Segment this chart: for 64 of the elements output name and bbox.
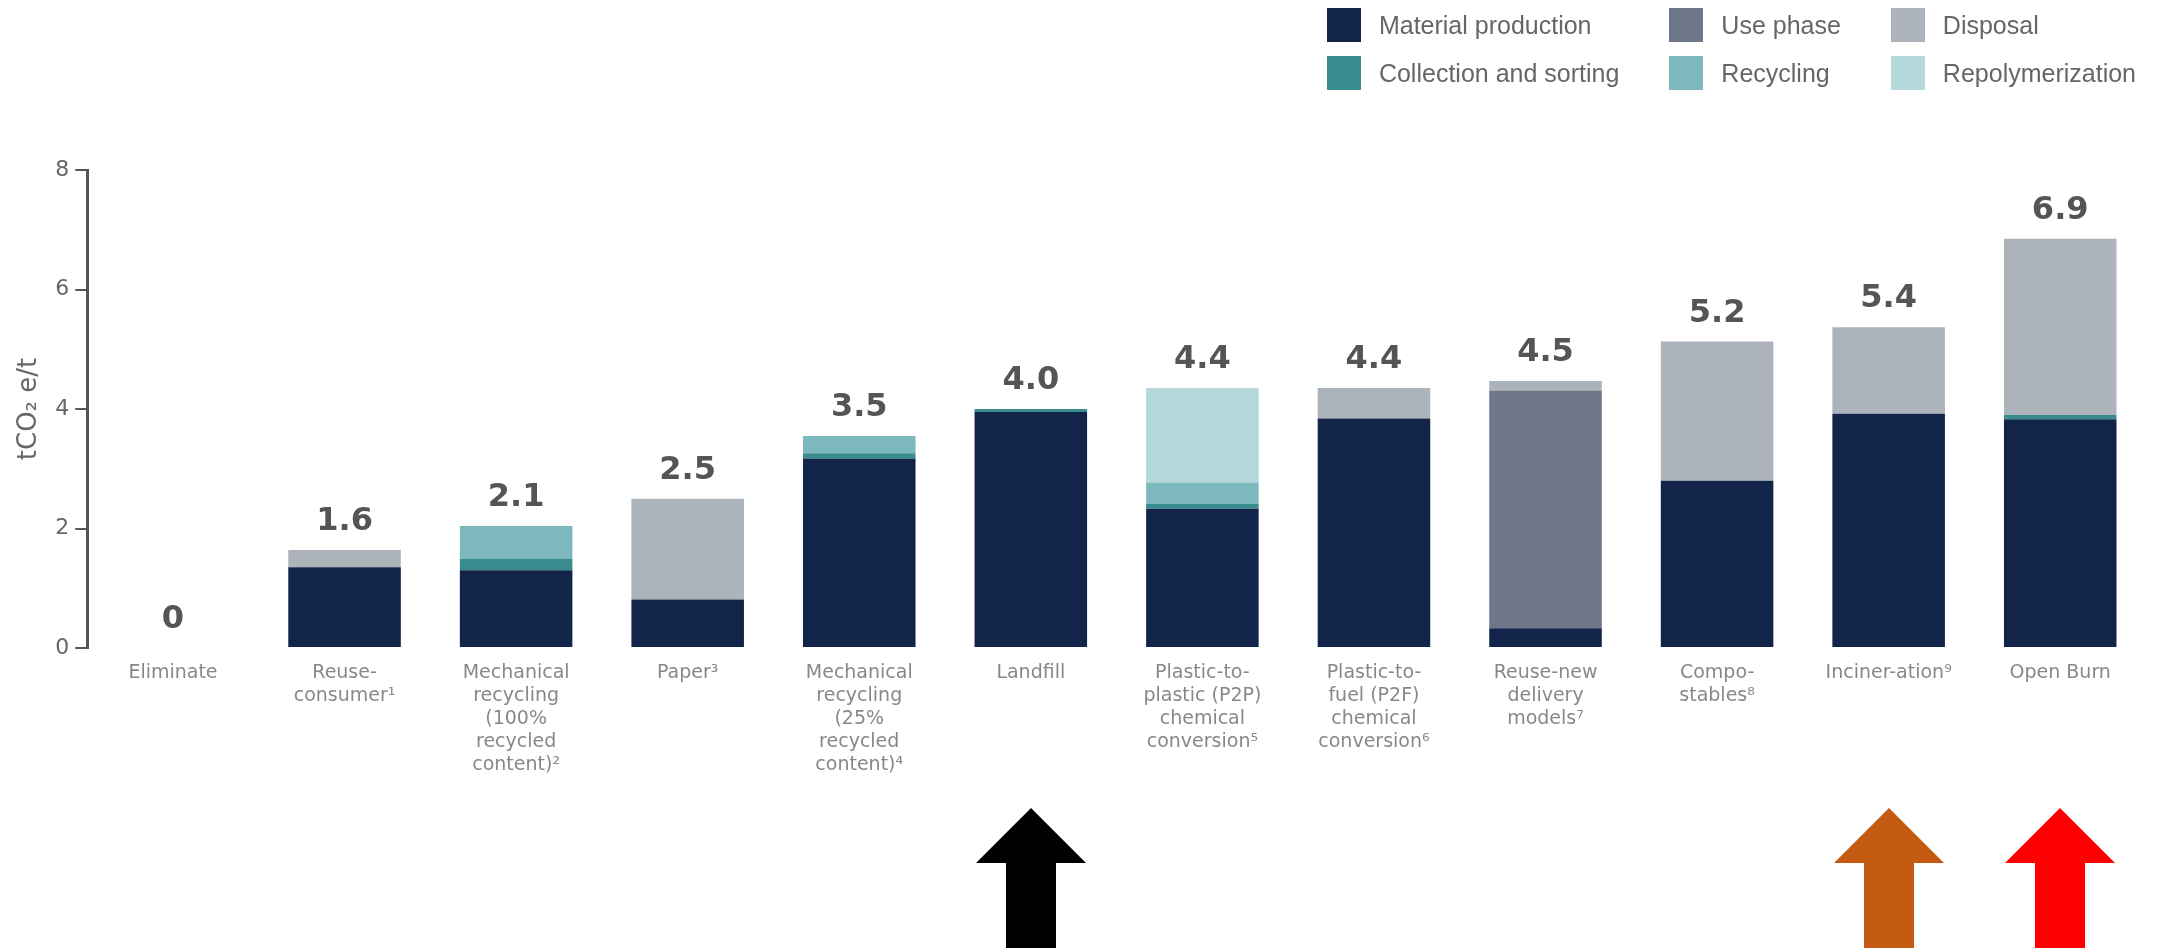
bar bbox=[1660, 480, 1774, 647]
bar bbox=[2003, 419, 2117, 647]
x-tick-label: Compo-stables⁸ bbox=[1679, 660, 1755, 706]
y-tick-label: 2 bbox=[55, 514, 70, 540]
total-label: 6.9 bbox=[2031, 189, 2089, 228]
bar bbox=[1317, 388, 1431, 419]
bar bbox=[288, 567, 401, 647]
bar bbox=[1146, 482, 1259, 504]
bar bbox=[2003, 414, 2117, 420]
x-tick-label: Open Burn bbox=[2009, 660, 2111, 683]
legend-label: Material production bbox=[1378, 10, 1592, 40]
y-tick-label: 4 bbox=[55, 394, 70, 420]
total-label: 0 bbox=[161, 598, 185, 637]
bar bbox=[974, 411, 1088, 647]
bar bbox=[1660, 341, 1774, 481]
bar bbox=[1489, 628, 1602, 647]
total-label: 5.2 bbox=[1688, 291, 1746, 330]
x-tick-label: Paper³ bbox=[656, 660, 719, 683]
x-tick-label: Eliminate bbox=[128, 660, 218, 683]
bar bbox=[2003, 238, 2117, 415]
x-tick-label: Mechanical recycling (100% recycled content)² bbox=[462, 660, 570, 774]
bar bbox=[1832, 413, 1945, 647]
bar bbox=[459, 526, 573, 559]
y-tick-label: 0 bbox=[55, 633, 70, 659]
x-tick-label: Mechanical recycling (25% recycled content)⁴ bbox=[805, 660, 913, 774]
bar bbox=[1146, 508, 1259, 647]
bar bbox=[802, 458, 916, 647]
bar bbox=[1146, 388, 1259, 483]
bar bbox=[631, 498, 744, 600]
bar bbox=[288, 550, 401, 568]
x-tick-label: Plastic-to-fuel (P2F) chemical conversion⁶ bbox=[1318, 660, 1430, 751]
total-label: 1.6 bbox=[316, 500, 373, 539]
total-label: 2.1 bbox=[487, 476, 545, 515]
legend-label: Use phase bbox=[1721, 10, 1841, 40]
bar bbox=[1832, 327, 1945, 414]
total-label: 4.0 bbox=[1002, 359, 1060, 398]
bar bbox=[802, 453, 916, 459]
total-label: 4.4 bbox=[1345, 338, 1403, 377]
total-label: 4.4 bbox=[1174, 338, 1231, 377]
y-axis-title: tCO₂ e/t bbox=[12, 357, 43, 461]
total-label: 2.5 bbox=[659, 448, 717, 487]
bar bbox=[631, 599, 744, 647]
legend-label: Collection and sorting bbox=[1378, 58, 1620, 88]
bar bbox=[802, 435, 916, 454]
y-tick-label: 8 bbox=[55, 155, 70, 181]
bar bbox=[1317, 418, 1431, 647]
legend-label: Recycling bbox=[1721, 58, 1830, 88]
bar bbox=[974, 409, 1088, 412]
x-tick-label: Plastic-to-plastic (P2P) chemical conversion⁵ bbox=[1143, 660, 1262, 751]
bar bbox=[1146, 504, 1259, 509]
total-label: 4.5 bbox=[1517, 331, 1574, 370]
x-tick-label: Inciner-ation⁹ bbox=[1825, 660, 1952, 683]
bar bbox=[459, 570, 573, 647]
bar bbox=[1489, 380, 1602, 391]
x-tick-label: Reuse-new delivery models⁷ bbox=[1493, 660, 1598, 728]
y-tick-label: 6 bbox=[55, 275, 70, 301]
total-label: 5.4 bbox=[1860, 277, 1917, 316]
total-label: 3.5 bbox=[830, 386, 888, 425]
legend-label: Disposal bbox=[1942, 10, 2039, 40]
bar bbox=[1489, 390, 1602, 629]
x-tick-label: Landfill bbox=[996, 660, 1066, 683]
x-tick-label: Reuse-consumer¹ bbox=[293, 660, 396, 706]
legend-label: Repolymerization bbox=[1942, 58, 2136, 88]
bar bbox=[459, 558, 573, 571]
